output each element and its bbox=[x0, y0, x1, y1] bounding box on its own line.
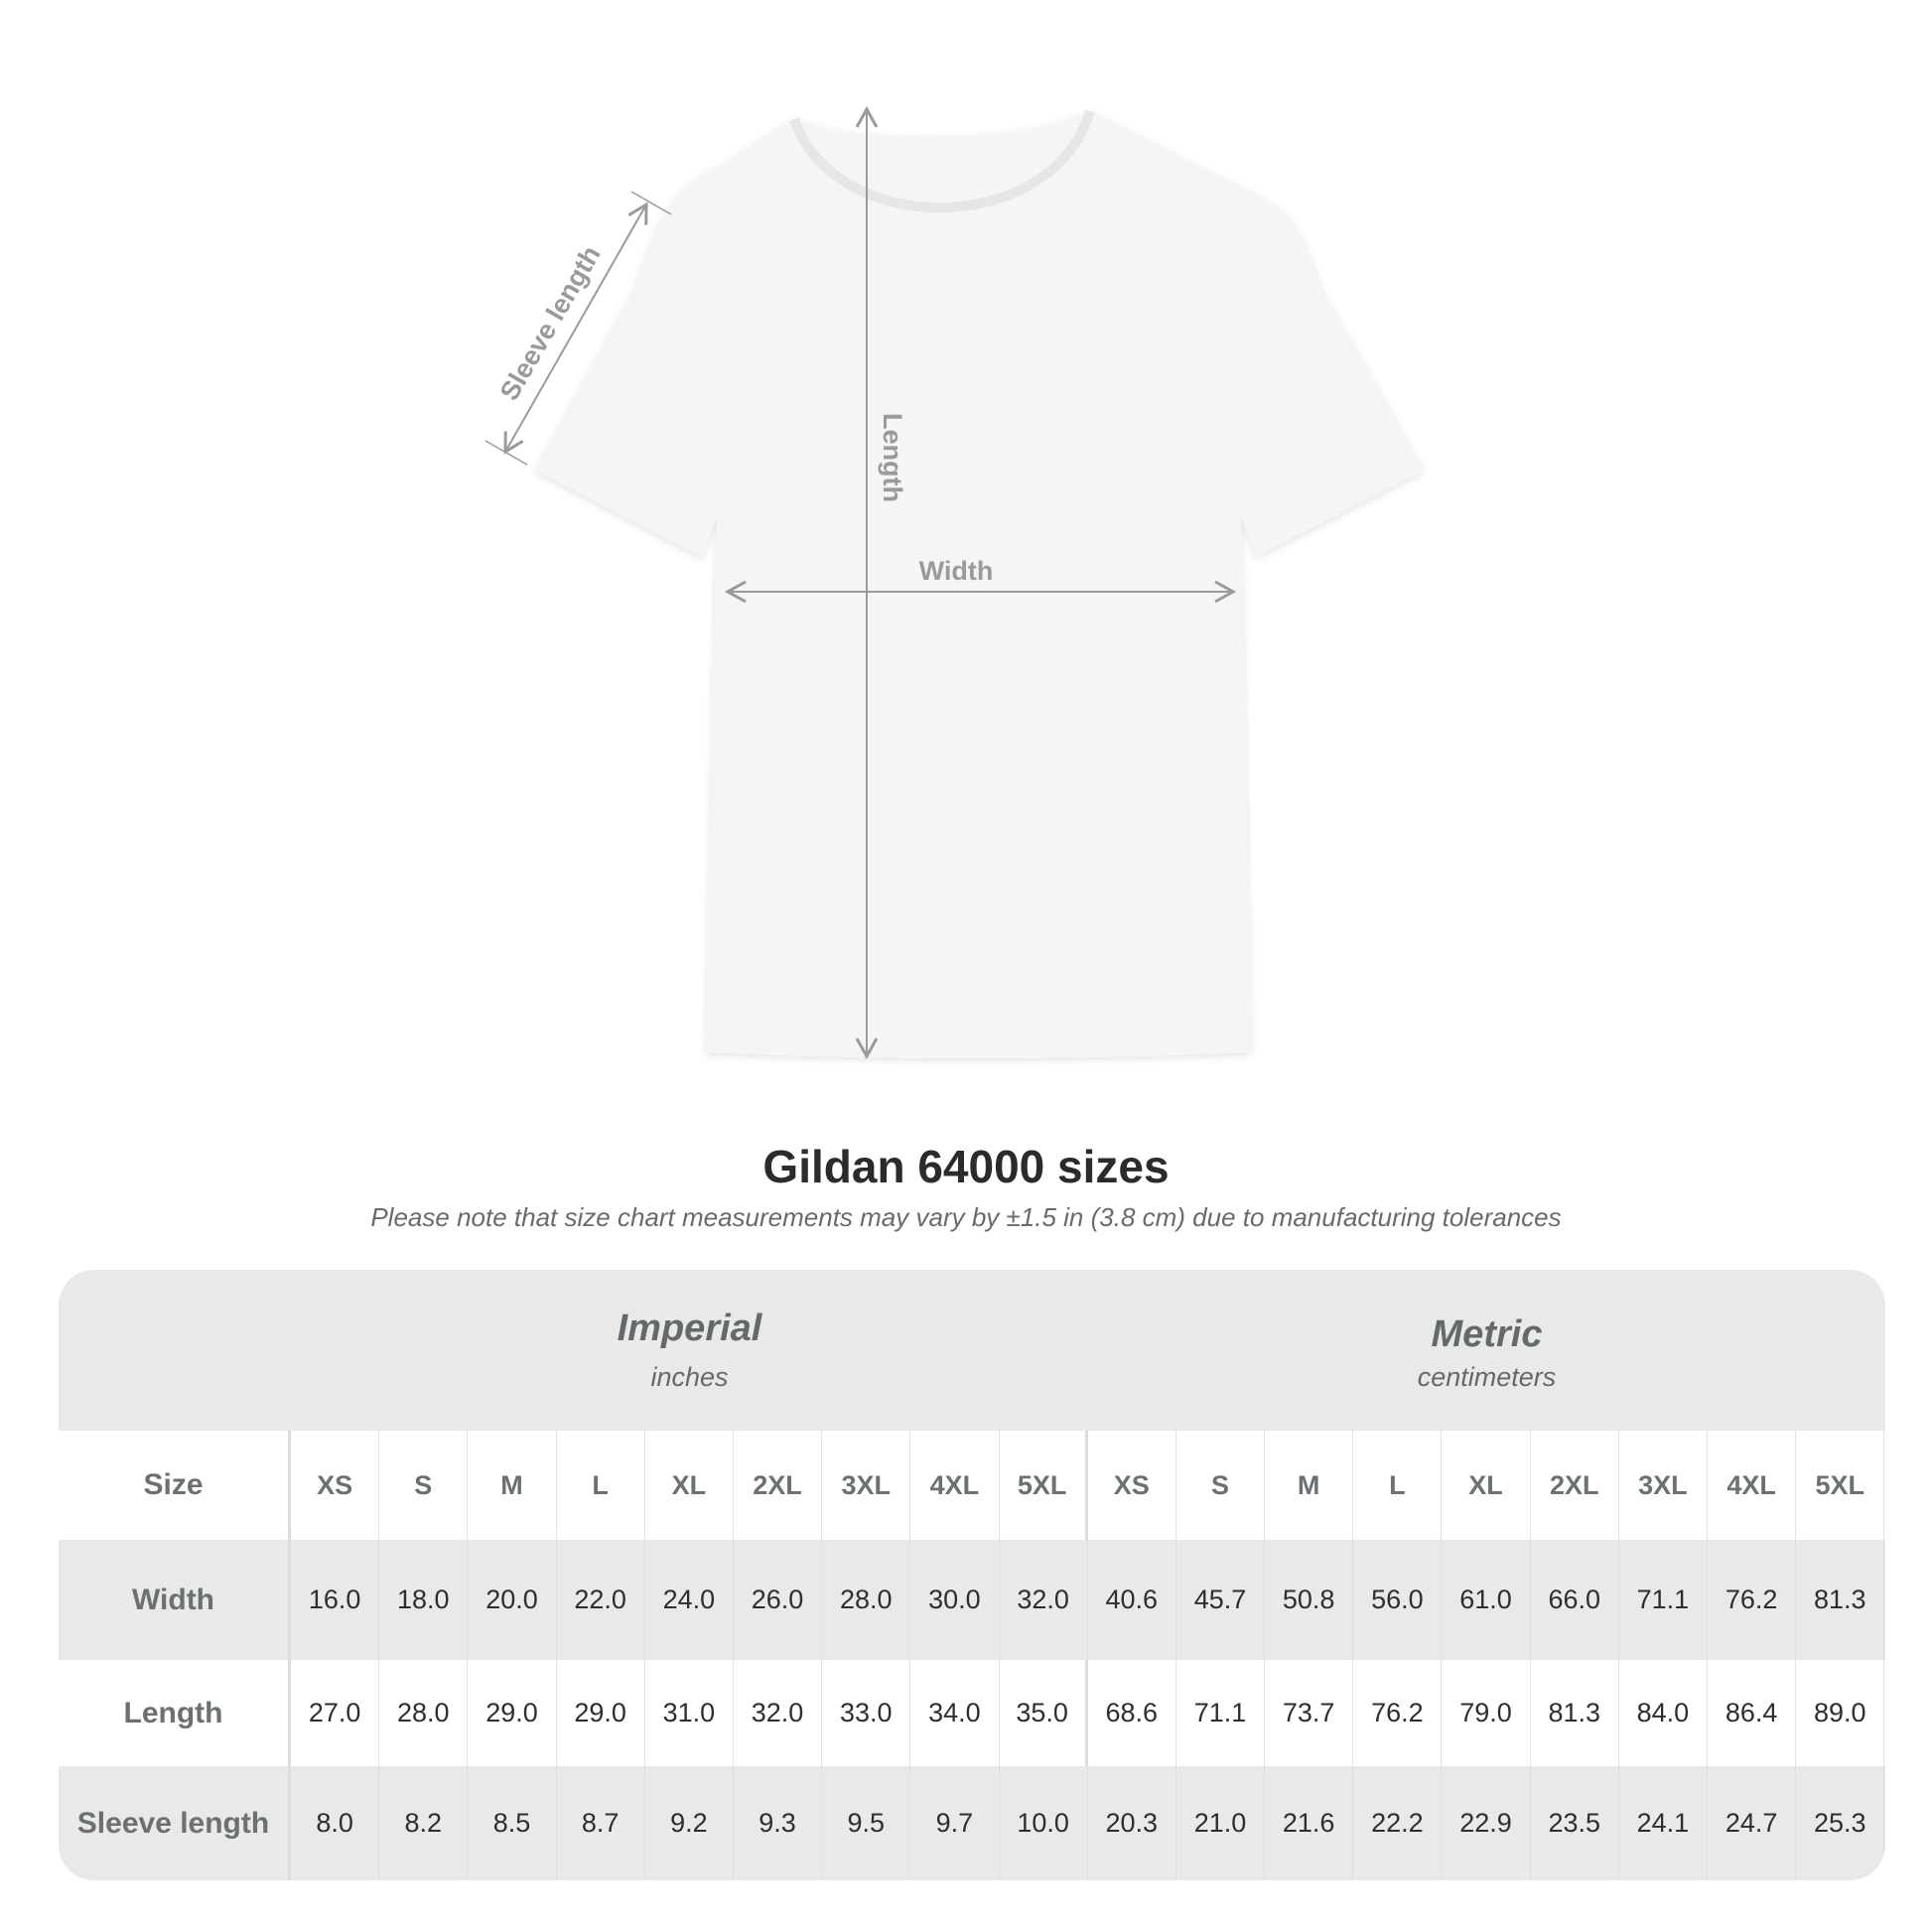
size-imperial-3xl: 3XL bbox=[822, 1431, 911, 1540]
metric-header: Metric centimeters bbox=[1088, 1270, 1885, 1431]
sleeve-arrow bbox=[503, 202, 648, 455]
table-cell: 84.0 bbox=[1619, 1660, 1708, 1766]
table-cell: 20.0 bbox=[468, 1540, 557, 1660]
table-cell: 24.0 bbox=[645, 1540, 734, 1660]
table-row: Length 27.0 28.0 29.0 29.0 31.0 32.0 33.0 34.0 35… bbox=[59, 1660, 1885, 1766]
table-cell: 25.3 bbox=[1796, 1766, 1885, 1880]
size-imperial-xs: XS bbox=[291, 1431, 380, 1540]
size-metric-5xl: 5XL bbox=[1796, 1431, 1885, 1540]
table-cell: 76.2 bbox=[1708, 1540, 1797, 1660]
size-imperial-m: M bbox=[468, 1431, 557, 1540]
table-cell: 81.3 bbox=[1531, 1660, 1619, 1766]
table-cell: 29.0 bbox=[557, 1660, 645, 1766]
table-cell: 8.0 bbox=[291, 1766, 380, 1880]
size-metric-xs: XS bbox=[1088, 1431, 1176, 1540]
width-label: Width bbox=[919, 556, 994, 586]
table-row: Sleeve length 8.0 8.2 8.5 8.7 9.2 9.3 9.5 9.7 10.… bbox=[59, 1766, 1885, 1880]
table-cell: 73.7 bbox=[1265, 1660, 1354, 1766]
table-cell: 89.0 bbox=[1796, 1660, 1885, 1766]
table-cell: 30.0 bbox=[910, 1540, 1000, 1660]
table-cell: 18.0 bbox=[379, 1540, 469, 1660]
size-metric-3xl: 3XL bbox=[1619, 1431, 1708, 1540]
table-cell: 34.0 bbox=[910, 1660, 1000, 1766]
size-metric-2xl: 2XL bbox=[1531, 1431, 1619, 1540]
table-cell: 22.0 bbox=[557, 1540, 645, 1660]
table-cell: 32.0 bbox=[1000, 1540, 1088, 1660]
table-cell: 23.5 bbox=[1531, 1766, 1619, 1880]
table-cell: 24.1 bbox=[1619, 1766, 1708, 1880]
table-cell: 8.5 bbox=[468, 1766, 557, 1880]
table-cell: 81.3 bbox=[1796, 1540, 1885, 1660]
table-cell: 16.0 bbox=[291, 1540, 380, 1660]
table-cell: 8.2 bbox=[379, 1766, 469, 1880]
table-cell: 29.0 bbox=[468, 1660, 557, 1766]
table-cell: 28.0 bbox=[822, 1540, 911, 1660]
table-cell: 32.0 bbox=[734, 1660, 823, 1766]
table-cell: 71.1 bbox=[1619, 1540, 1708, 1660]
size-imperial-s: S bbox=[379, 1431, 469, 1540]
chart-title: Gildan 64000 sizes bbox=[762, 1141, 1170, 1192]
table-cell: 33.0 bbox=[822, 1660, 911, 1766]
table-row: Width 16.0 18.0 20.0 22.0 24.0 26.0 28.0 30.0 32.… bbox=[59, 1540, 1885, 1660]
sleeve-tick bbox=[630, 191, 672, 215]
table-cell: 40.6 bbox=[1088, 1540, 1176, 1660]
size-header-row: Size XS S M L XL 2XL 3XL 4XL 5XL XS S M L XL 2XL 3XL 4XL 5… bbox=[59, 1431, 1885, 1540]
size-metric-xl: XL bbox=[1442, 1431, 1531, 1540]
table-cell: 31.0 bbox=[645, 1660, 734, 1766]
metric-unit: centimeters bbox=[1417, 1362, 1557, 1392]
sleeve-tick bbox=[484, 440, 528, 466]
table-cell: 24.7 bbox=[1708, 1766, 1797, 1880]
size-metric-s: S bbox=[1176, 1431, 1266, 1540]
imperial-label: Imperial bbox=[617, 1308, 762, 1349]
tolerance-note: Please note that size chart measurements… bbox=[370, 1202, 1562, 1232]
size-metric-m: M bbox=[1265, 1431, 1354, 1540]
table-cell: 79.0 bbox=[1442, 1660, 1531, 1766]
table-cell: 50.8 bbox=[1265, 1540, 1354, 1660]
table-cell: 45.7 bbox=[1176, 1540, 1266, 1660]
table-cell: 9.5 bbox=[822, 1766, 911, 1880]
table-cell: 76.2 bbox=[1353, 1660, 1443, 1766]
table-cell: 20.3 bbox=[1088, 1766, 1176, 1880]
table-cell: 28.0 bbox=[379, 1660, 469, 1766]
tshirt-diagram: Length Width Sleeve length bbox=[484, 105, 1424, 1060]
table-cell: 68.6 bbox=[1088, 1660, 1176, 1766]
table-cell: 8.7 bbox=[557, 1766, 645, 1880]
table-cell: 9.2 bbox=[645, 1766, 734, 1880]
table-cell: 86.4 bbox=[1708, 1660, 1797, 1766]
imperial-header: Imperial inches bbox=[291, 1270, 1088, 1431]
row-label: Sleeve length bbox=[59, 1766, 291, 1880]
table-cell: 21.6 bbox=[1265, 1766, 1354, 1880]
row-label: Length bbox=[59, 1660, 291, 1766]
row-label: Size bbox=[59, 1431, 291, 1540]
size-imperial-5xl: 5XL bbox=[1000, 1431, 1088, 1540]
tshirt-collar bbox=[789, 109, 1095, 212]
table-cell: 9.3 bbox=[734, 1766, 823, 1880]
row-label: Width bbox=[59, 1540, 291, 1660]
imperial-unit: inches bbox=[650, 1362, 729, 1392]
table-cell: 26.0 bbox=[734, 1540, 823, 1660]
size-imperial-l: L bbox=[557, 1431, 645, 1540]
size-imperial-4xl: 4XL bbox=[910, 1431, 1000, 1540]
table-cell: 71.1 bbox=[1176, 1660, 1266, 1766]
table-cell: 27.0 bbox=[291, 1660, 380, 1766]
table-cell: 66.0 bbox=[1531, 1540, 1619, 1660]
table-cell: 21.0 bbox=[1176, 1766, 1266, 1880]
table-cell: 22.2 bbox=[1353, 1766, 1443, 1880]
size-imperial-2xl: 2XL bbox=[734, 1431, 823, 1540]
table-cell: 56.0 bbox=[1353, 1540, 1443, 1660]
size-metric-l: L bbox=[1353, 1431, 1443, 1540]
length-label: Length bbox=[878, 413, 907, 502]
table-cell: 10.0 bbox=[1000, 1766, 1088, 1880]
metric-label: Metric bbox=[1431, 1313, 1543, 1355]
table-cell: 61.0 bbox=[1442, 1540, 1531, 1660]
table-cell: 22.9 bbox=[1442, 1766, 1531, 1880]
table-cell: 9.7 bbox=[910, 1766, 1000, 1880]
size-imperial-xl: XL bbox=[645, 1431, 734, 1540]
table-cell: 35.0 bbox=[1000, 1660, 1088, 1766]
size-metric-4xl: 4XL bbox=[1708, 1431, 1797, 1540]
size-table: Imperial inches Metric centimeters Size X… bbox=[59, 1270, 1885, 1880]
